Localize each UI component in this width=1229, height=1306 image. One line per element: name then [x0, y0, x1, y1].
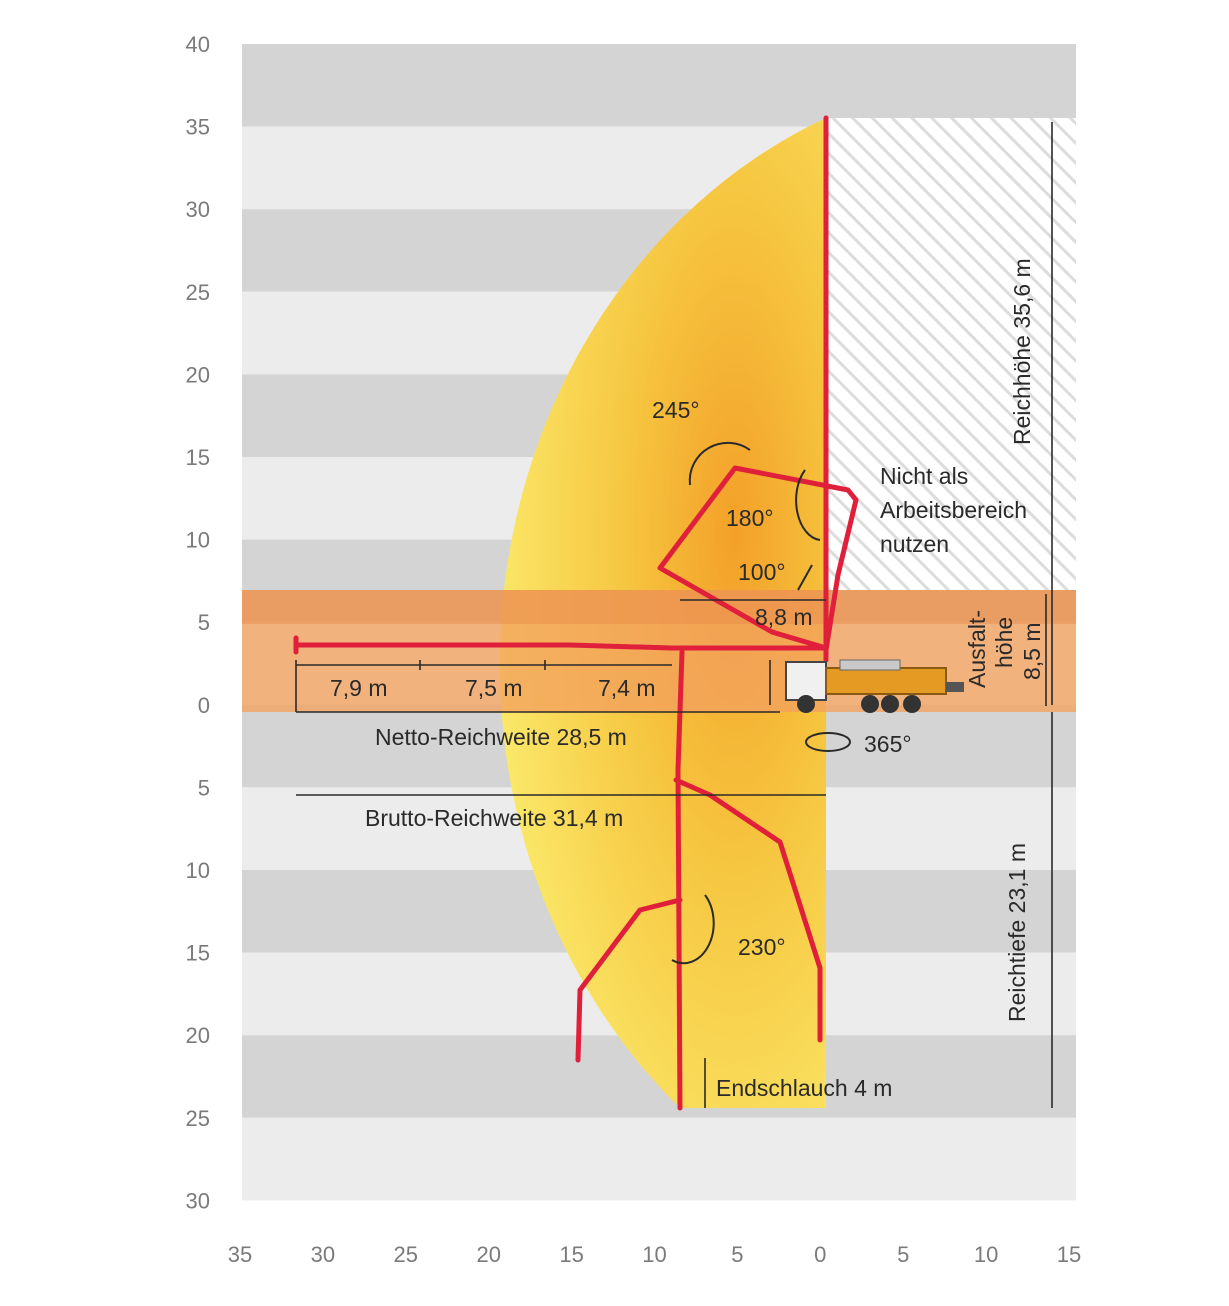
unfolding-height-line-1: Ausfalt- [964, 610, 990, 688]
angle-230-label: 230° [738, 934, 786, 960]
end-hose-label: Endschlauch 4 m [716, 1075, 892, 1101]
boom-down [675, 649, 685, 1111]
rotation-arrows [671, 441, 851, 965]
x-tick-label: 15 [559, 1242, 583, 1267]
pump-truck [785, 659, 964, 713]
unfolding-height-line-2: höhe [991, 617, 1017, 668]
stripe-band [242, 1117, 1076, 1201]
angle-365-label: 365° [864, 731, 912, 757]
reach-depth-label: Reichtiefe 23,1 m [1004, 843, 1030, 1022]
angle-245-label: 245° [652, 397, 700, 423]
stripe-band [242, 44, 1076, 127]
angle-100-label: 100° [738, 559, 786, 585]
boom-folded [657, 465, 859, 653]
gross-reach-label: Brutto-Reichweite 31,4 m [365, 805, 623, 831]
y-tick-label: 15 [186, 941, 210, 966]
x-tick-label: 5 [897, 1242, 909, 1267]
x-tick-label: 10 [974, 1242, 998, 1267]
y-tick-label: 10 [186, 528, 210, 553]
y-tick-label: 15 [186, 445, 210, 470]
segment-2-label: 7,5 m [465, 675, 523, 701]
x-tick-label: 30 [311, 1242, 335, 1267]
fold-distance-label: 8,8 m [755, 604, 813, 630]
non-working-zone-line-3: nutzen [880, 531, 949, 557]
x-tick-label: 10 [642, 1242, 666, 1267]
y-tick-label: 5 [198, 775, 210, 800]
boom-down-right [673, 777, 823, 1043]
y-tick-label: 0 [198, 693, 210, 718]
reach-height-label: Reichhöhe 35,6 m [1009, 258, 1035, 445]
boom-horizontal [293, 642, 829, 651]
x-tick-label: 0 [814, 1242, 826, 1267]
y-axis-ticks: 40 35 30 25 20 15 10 5 0 5 10 15 20 25 30 [186, 32, 210, 1213]
non-working-zone-line-1: Nicht als [880, 463, 968, 489]
y-tick-label: 20 [186, 362, 210, 387]
x-tick-label: 20 [476, 1242, 500, 1267]
dimension-lines [295, 122, 1053, 1108]
angle-180-label: 180° [726, 505, 774, 531]
x-tick-label: 15 [1057, 1242, 1081, 1267]
y-tick-label: 35 [186, 115, 210, 140]
boom-down-left [575, 897, 683, 1063]
y-tick-label: 25 [186, 1106, 210, 1131]
net-reach-label: Netto-Reichweite 28,5 m [375, 724, 627, 750]
unfolding-height-line-3: 8,5 m [1019, 622, 1045, 680]
x-tick-label: 25 [394, 1242, 418, 1267]
x-axis-ticks: 35 30 25 20 15 10 5 0 5 10 15 [228, 1242, 1081, 1267]
non-working-zone [826, 118, 1076, 590]
y-tick-label: 30 [186, 197, 210, 222]
x-tick-label: 35 [228, 1242, 252, 1267]
segment-1-label: 7,9 m [330, 675, 388, 701]
y-tick-label: 5 [198, 610, 210, 635]
y-tick-label: 10 [186, 858, 210, 883]
unfolding-height-band-dark [242, 590, 1076, 624]
x-tick-label: 5 [731, 1242, 743, 1267]
y-tick-label: 30 [186, 1188, 210, 1213]
y-tick-label: 20 [186, 1023, 210, 1048]
y-tick-label: 40 [186, 32, 210, 57]
non-working-zone-line-2: Arbeitsbereich [880, 497, 1027, 523]
segment-3-label: 7,4 m [598, 675, 656, 701]
y-tick-label: 25 [186, 280, 210, 305]
